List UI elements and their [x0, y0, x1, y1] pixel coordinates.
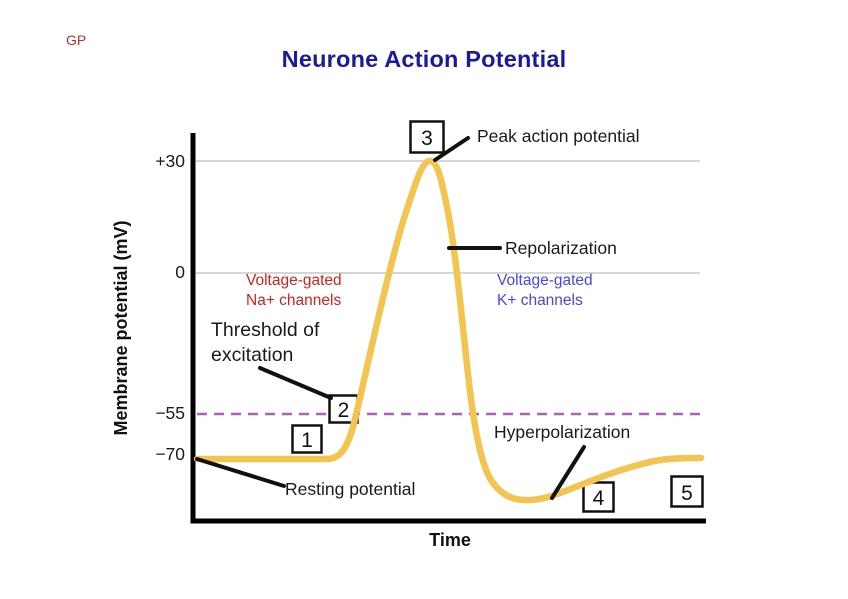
page-title: Neurone Action Potential	[281, 46, 567, 72]
peak-leader-line	[433, 136, 470, 162]
peak-action-potential-label: Peak action potential	[477, 126, 640, 146]
threshold-leader-line	[258, 366, 333, 400]
marker-1-number: 1	[301, 429, 313, 452]
hyperpolarization-label: Hyperpolarization	[494, 422, 631, 442]
resting-potential-label: Resting potential	[285, 479, 416, 499]
marker-box-4: 4	[582, 481, 615, 513]
membrane-potential-curve	[193, 157, 705, 504]
marker-3-number: 3	[421, 127, 433, 150]
marker-2-number: 2	[338, 399, 350, 422]
voltage-gated-na-channels-note: Voltage-gated Na+ channels	[246, 271, 342, 311]
hyperpolarization-leader-line	[550, 445, 586, 500]
marker-4-number: 4	[593, 487, 605, 510]
x-axis-title: Time	[429, 530, 471, 550]
y-tick-minus70: −70	[155, 444, 185, 464]
threshold-label-line2: excitation	[211, 344, 294, 366]
voltage-gated-k-channels-note: Voltage-gated K+ channels	[497, 271, 593, 311]
repolarization-label: Repolarization	[505, 238, 617, 258]
threshold-label-line1: Threshold of	[211, 319, 320, 341]
k-note-line2: K+ channels	[497, 292, 583, 309]
y-tick-plus30: +30	[155, 151, 185, 171]
marker-box-1: 1	[291, 424, 323, 454]
na-note-line2: Na+ channels	[246, 292, 342, 309]
threshold-of-excitation-label: Threshold of excitation	[211, 318, 319, 368]
y-tick-zero: 0	[175, 262, 185, 282]
marker-box-3: 3	[409, 120, 445, 154]
resting-leader-line	[195, 457, 286, 488]
k-note-line1: Voltage-gated	[497, 272, 593, 289]
na-note-line1: Voltage-gated	[246, 272, 342, 289]
marker-box-5: 5	[670, 475, 704, 508]
y-axis-title: Membrane potential (mV)	[111, 220, 131, 436]
y-tick-minus55: −55	[155, 403, 185, 423]
gp-initials: GP	[66, 32, 87, 48]
marker-5-number: 5	[681, 482, 693, 505]
